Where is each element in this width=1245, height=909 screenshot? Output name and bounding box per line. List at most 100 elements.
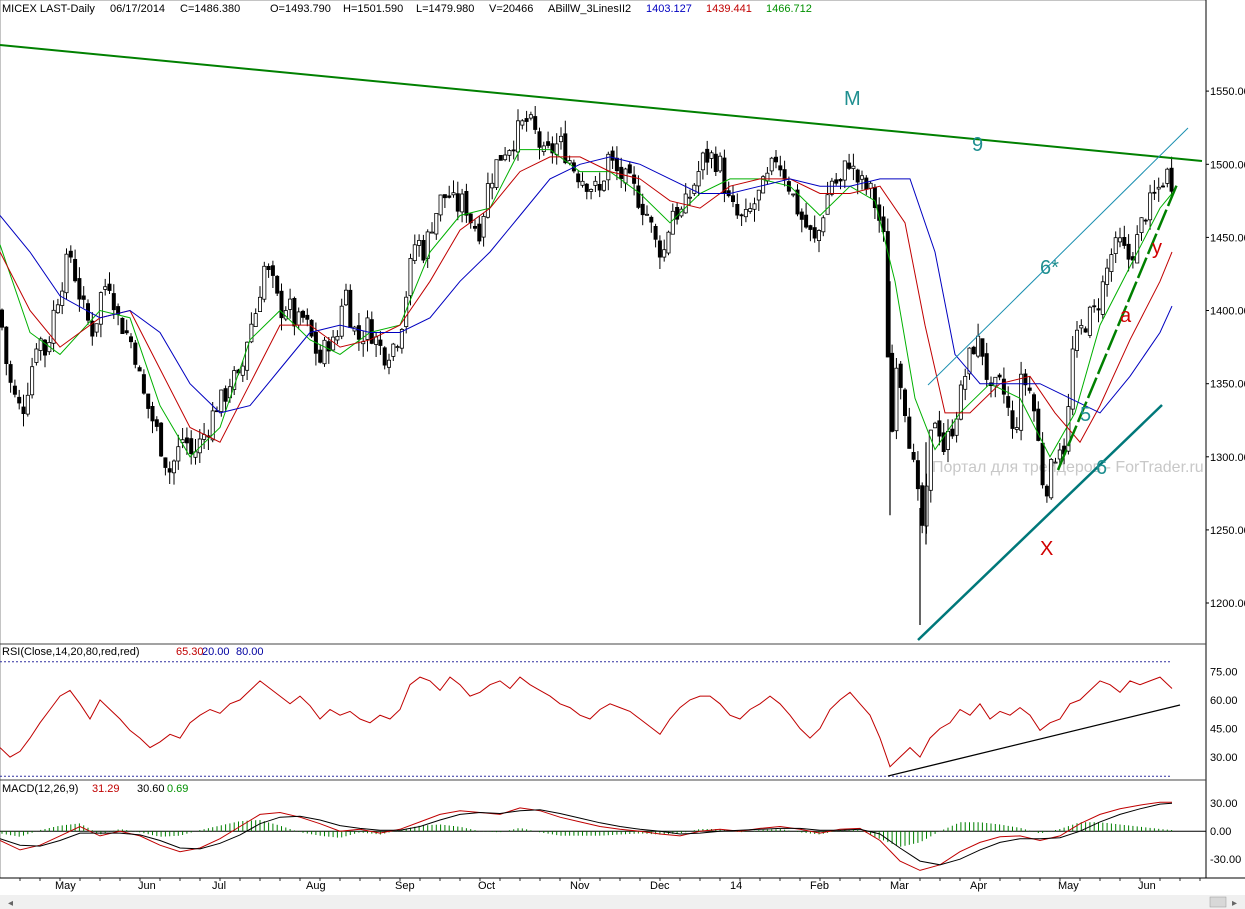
macd-value: 31.29 [92, 783, 120, 795]
ma-line-green [0, 149, 1173, 458]
header-date: 06/17/2014 [110, 3, 165, 15]
candle [154, 416, 159, 432]
candle [984, 342, 989, 387]
candle [159, 422, 164, 457]
candle [55, 298, 60, 314]
candle [128, 333, 133, 349]
candle [812, 215, 817, 243]
candle [1161, 182, 1166, 188]
candle [8, 360, 13, 393]
candle [189, 430, 194, 465]
candle [1087, 305, 1092, 339]
candle [709, 150, 714, 169]
candle [743, 198, 748, 223]
candle [937, 410, 942, 446]
candle [756, 189, 761, 211]
candle [279, 283, 284, 331]
candle [438, 194, 443, 222]
candle [68, 245, 73, 263]
candle [296, 307, 301, 330]
candle [451, 180, 456, 198]
rsi-tick-label: 60.00 [1210, 695, 1238, 707]
ma-line-blue [0, 156, 1173, 414]
candle [472, 219, 477, 232]
candle [649, 215, 654, 233]
candle [632, 166, 637, 196]
candle [890, 344, 895, 433]
candle [412, 234, 417, 264]
candle [718, 152, 723, 173]
scrollbar-thumb[interactable] [1209, 896, 1227, 908]
candle [976, 323, 981, 359]
candle [554, 133, 559, 165]
candle [331, 330, 336, 351]
candle [365, 310, 370, 352]
candle [262, 261, 267, 303]
candle [391, 342, 396, 361]
scroll-right-icon[interactable]: ▸ [1232, 898, 1237, 909]
rsi-low: 20.00 [202, 646, 230, 658]
moving-averages [0, 149, 1173, 458]
macd-series: -30.00 0.00 30.00 [0, 798, 1241, 871]
rsi-tick-label: 75.00 [1210, 666, 1238, 678]
candlestick-series [0, 106, 1174, 625]
candle [1165, 167, 1170, 188]
candle [795, 184, 800, 217]
wave-label-6: 6 [1096, 457, 1107, 479]
time-tick-label: Aug [306, 880, 326, 892]
candle [1100, 275, 1105, 320]
scroll-left-icon[interactable]: ◂ [8, 898, 13, 909]
candle [713, 146, 718, 176]
candle [516, 109, 521, 161]
candle [589, 188, 594, 200]
candle [73, 249, 78, 283]
header-ind-blue: 1403.127 [646, 3, 692, 15]
wave-label-x: X [1040, 538, 1053, 560]
candle [210, 402, 215, 443]
time-tick-label: May [1058, 880, 1079, 892]
scrollbar-track[interactable] [0, 895, 1245, 909]
candle [761, 175, 766, 194]
candle [851, 153, 856, 181]
candle [90, 312, 95, 346]
support-trendline [917, 404, 1163, 641]
candle [137, 365, 142, 372]
plot-frame [0, 0, 1207, 879]
candle [920, 482, 925, 534]
time-tick-label: Jun [1138, 880, 1156, 892]
candle [116, 303, 121, 326]
candle [619, 157, 624, 188]
candle [989, 376, 994, 398]
candle [1105, 258, 1110, 297]
candle [343, 283, 348, 306]
candle [1014, 417, 1019, 434]
candle [847, 153, 852, 170]
header-open: O=1493.790 [270, 3, 331, 15]
candle [580, 172, 585, 188]
candle [171, 459, 176, 485]
time-tick-label: Dec [650, 880, 670, 892]
wave-label-6star: 6* [1040, 257, 1059, 279]
candle [257, 286, 262, 312]
candle [662, 239, 667, 262]
candle [1053, 457, 1058, 464]
candle [77, 267, 82, 312]
time-tick-label: Oct [478, 880, 495, 892]
candle [597, 172, 602, 198]
time-tick-label: May [55, 880, 76, 892]
candle [722, 149, 727, 203]
candle [980, 338, 985, 366]
candle [167, 461, 172, 484]
candle [838, 178, 843, 190]
candle [528, 111, 533, 121]
time-tick-label: Mar [890, 880, 909, 892]
price-tick-label: 1400.00 [1210, 306, 1245, 318]
candle [1126, 234, 1131, 272]
candle [1118, 227, 1123, 248]
candle [1152, 180, 1157, 200]
candle [0, 308, 5, 331]
candle [868, 181, 873, 199]
candle [804, 203, 809, 229]
candle [17, 389, 22, 410]
